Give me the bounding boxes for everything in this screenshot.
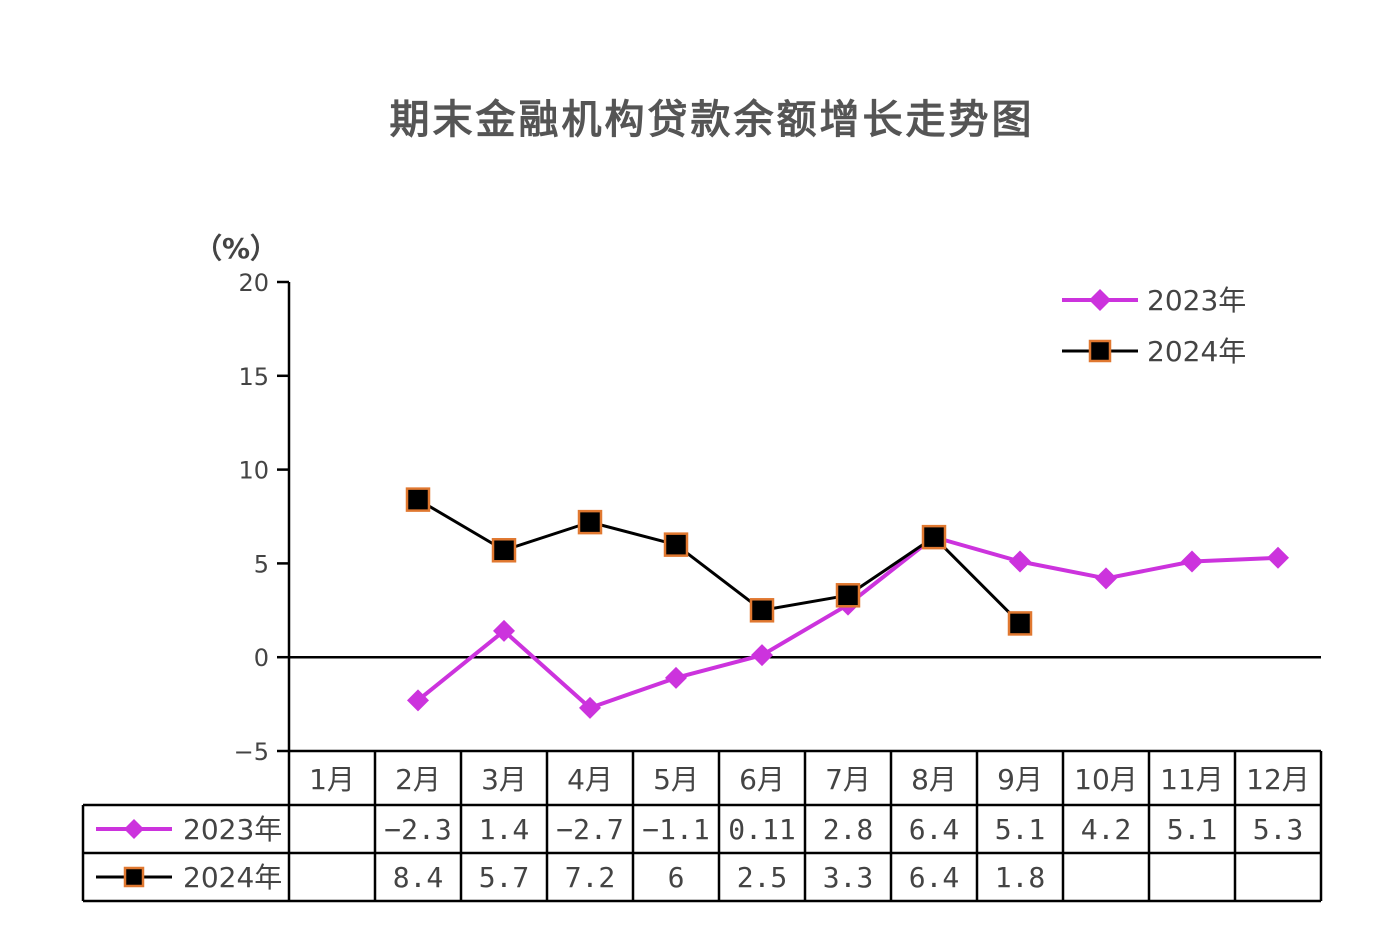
x-category-label: 8月 [911, 763, 957, 796]
table-cell-value: 2.5 [737, 861, 788, 894]
data-point-2023 [1095, 567, 1117, 590]
x-category-label: 2月 [395, 763, 441, 796]
data-point-2024 [921, 524, 947, 550]
data-point-2023 [665, 666, 687, 689]
x-category-label: 12月 [1246, 763, 1310, 796]
table-diamond-marker [124, 819, 144, 839]
data-point-2024 [749, 598, 775, 623]
table-cell-value: 1.8 [995, 861, 1046, 894]
x-category-label: 9月 [997, 763, 1043, 796]
legend-square-marker [1088, 339, 1112, 363]
table-row-label: 2023年 [183, 813, 282, 846]
data-point-2024 [577, 509, 603, 535]
data-point-2023 [407, 689, 429, 712]
table-cell-value: 7.2 [565, 861, 616, 894]
data-point-2023 [1267, 546, 1289, 569]
y-axis-ticks: 20 15 10 5 0 −5 [234, 269, 289, 766]
table-row-label: 2024年 [183, 861, 282, 894]
y-tick-label: 0 [254, 644, 269, 672]
data-point-2023 [1181, 550, 1203, 573]
table-cell-value: 1.4 [479, 813, 530, 846]
data-point-2023 [493, 619, 515, 642]
y-tick-label: −5 [234, 738, 269, 766]
legend-item-2024: 2024年 [1062, 335, 1246, 368]
data-point-2023 [1009, 550, 1031, 573]
y-axis-unit-label: （%） [194, 232, 278, 265]
x-category-label: 1月 [309, 763, 355, 796]
table-cell-value: 8.4 [393, 861, 444, 894]
table-cell-value: 6.4 [909, 861, 960, 894]
legend-item-2023: 2023年 [1062, 284, 1246, 317]
x-category-label: 7月 [825, 763, 871, 796]
data-point-2024 [835, 583, 861, 608]
x-category-label: 5月 [653, 763, 699, 796]
table-cell-value: −2.7 [556, 813, 623, 846]
y-tick-label: 15 [238, 363, 269, 391]
x-category-label: 4月 [567, 763, 613, 796]
x-category-label: 10月 [1074, 763, 1138, 796]
table-cell-value: −2.3 [384, 813, 451, 846]
data-point-2023 [751, 644, 773, 667]
series-line-2023 [416, 535, 1279, 710]
series-line-2024 [417, 498, 1022, 625]
y-tick-label: 5 [254, 550, 269, 578]
table-cell-value: 2.8 [823, 813, 874, 846]
series-layer [405, 487, 1289, 719]
table-cell-value: 5.7 [479, 861, 530, 894]
x-category-label: 6月 [739, 763, 785, 796]
data-point-2024 [405, 487, 431, 512]
x-category-label: 11月 [1160, 763, 1224, 796]
y-tick-label: 20 [238, 269, 269, 297]
axes [287, 282, 1321, 751]
chart-title: 期末金融机构贷款余额增长走势图 [390, 97, 1035, 143]
table-cell-value: −1.1 [642, 813, 709, 846]
y-tick-label: 10 [238, 457, 269, 485]
x-category-label: 3月 [481, 763, 527, 796]
table-cell-value: 6.4 [909, 813, 960, 846]
legend: 2023年 2024年 [1062, 284, 1246, 368]
table-cell-value: 5.1 [995, 813, 1046, 846]
table-square-marker [123, 866, 145, 888]
data-point-2023 [579, 696, 601, 719]
table-cell-value: 5.3 [1253, 813, 1304, 846]
table-cell-value: 5.1 [1167, 813, 1218, 846]
table-cell-value: 3.3 [823, 861, 874, 894]
table-cell-value: 4.2 [1081, 813, 1132, 846]
data-point-2024 [1007, 611, 1033, 636]
legend-label-2024: 2024年 [1147, 335, 1246, 368]
legend-diamond-marker [1089, 289, 1111, 311]
table-cell-value: 0.11 [728, 813, 795, 846]
data-point-2024 [491, 538, 517, 563]
legend-label-2023: 2023年 [1147, 284, 1246, 317]
table-cell-value: 6 [668, 861, 685, 894]
data-point-2024 [663, 532, 689, 557]
